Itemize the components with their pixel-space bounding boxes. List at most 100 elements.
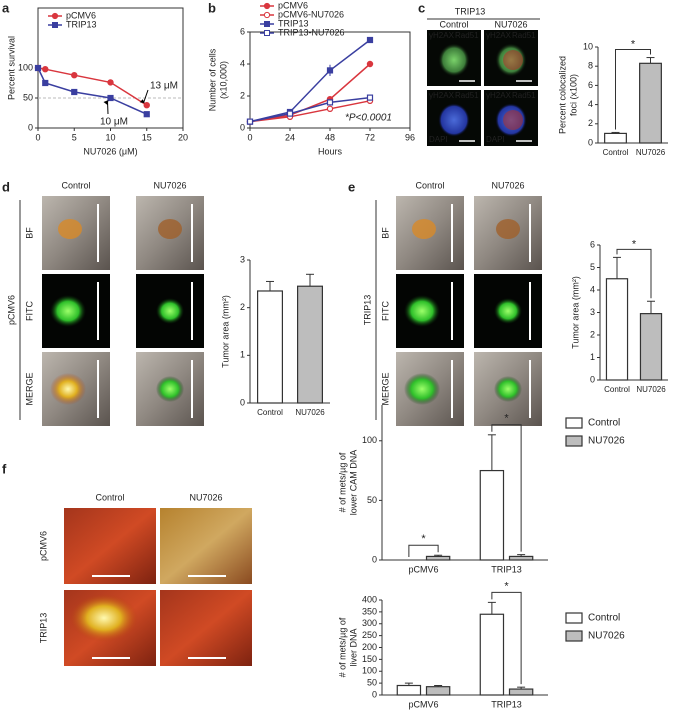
micrograph [64,590,156,666]
tumor [404,373,440,405]
marker [326,67,334,74]
y-tick-label: 50 [23,92,33,102]
legend-label: NU7026 [588,436,625,447]
micrograph [136,352,204,426]
legend-label: Control [588,418,620,429]
y-axis-label: liver DNA [348,628,358,666]
bar [639,62,662,144]
y-axis-label: Tumor area (mm²) [220,295,230,368]
y-tick-label: 300 [362,618,377,628]
bar [604,132,627,144]
y-axis-label: lower CAM DNA [348,450,358,516]
column-label: Control [61,180,90,190]
legend-label: Control [588,613,620,624]
x-tick-label: 20 [178,132,188,142]
marker [246,118,254,125]
y-tick-label: 2 [240,302,245,312]
y-axis-label: foci (x100) [568,74,578,116]
panel-label: b [208,0,216,15]
micrograph [42,196,110,270]
y-axis-label: # of mets/µg of [337,617,347,677]
micrograph [474,352,542,426]
stain-label: Rad51 [455,31,479,40]
column-label: NU7026 [491,180,524,190]
marker [34,64,42,72]
panel-label: a [2,0,10,15]
significance-mark: * [631,38,636,50]
micrograph [484,30,538,86]
significance-mark: * [504,580,509,592]
series-line [249,63,371,123]
y-tick-label: 0 [240,122,245,132]
x-tick-label: TRIP13 [491,564,522,574]
annotation: *P<0.0001 [345,113,392,124]
row-label: FITC [24,301,34,321]
marker [143,111,150,118]
y-tick-label: 0 [372,554,377,564]
marker [366,36,374,44]
legend-label: pCMV6 [278,0,308,10]
micrograph [136,274,204,348]
legend-marker [264,21,270,27]
legend-label: pCMV6-NU7026 [278,9,344,19]
marker [286,110,294,117]
tumor [412,219,436,239]
arrow [143,89,149,103]
marker [326,105,334,113]
bar [425,686,451,696]
stain-label: DAPI [429,135,448,144]
x-tick-label: 24 [285,132,295,142]
column-label: Control [95,492,124,502]
y-tick-label: 6 [240,26,245,36]
micrograph [42,352,110,426]
bar [508,688,534,696]
legend-marker [51,12,59,20]
cell [438,43,470,77]
y-tick-label: 250 [362,630,377,640]
significance-mark: * [504,413,509,425]
micrograph [484,90,538,146]
y-tick-label: 4 [590,284,595,294]
y-tick-label: 100 [362,435,377,445]
y-tick-label: 100 [18,62,33,72]
marker [366,60,374,68]
series-line [37,67,148,106]
column-label: NU7026 [189,492,222,502]
tumor [50,373,86,405]
y-axis-label: # of mets/µg of [337,452,347,512]
y-tick-label: 350 [362,606,377,616]
micrograph [396,274,464,348]
significance-bracket [616,248,652,299]
foci [503,110,523,130]
tumor [156,298,184,324]
stain-label: Rad51 [512,91,536,100]
marker [107,79,114,86]
legend-label: TRIP13 [66,19,97,29]
tumor [156,376,184,402]
group-label: TRIP13 [455,6,486,16]
arrow-head [103,100,109,105]
y-axis-label: Percent colocalized [557,56,567,134]
column-label: NU7026 [153,180,186,190]
y-tick-label: 150 [362,654,377,664]
stain-label: γH2AX [486,31,512,40]
panel-label: d [2,179,10,194]
micrograph [474,274,542,348]
tumor [50,295,86,327]
y-tick-label: 2 [240,90,245,100]
column-label: Control [439,19,468,29]
y-axis-label: Tumor area (mm²) [570,276,580,349]
x-tick-label: 72 [365,132,375,142]
row-label: BF [24,227,34,239]
x-tick-label: pCMV6 [408,699,438,709]
image-bg [160,508,252,584]
y-tick-label: 5 [590,262,595,272]
series-line [249,96,371,123]
tumor [404,295,440,327]
y-tick-label: 2 [590,329,595,339]
plot-frame [37,7,184,129]
x-tick-label: 0 [247,132,252,142]
cell [438,103,470,137]
y-tick-label: 1 [240,350,245,360]
